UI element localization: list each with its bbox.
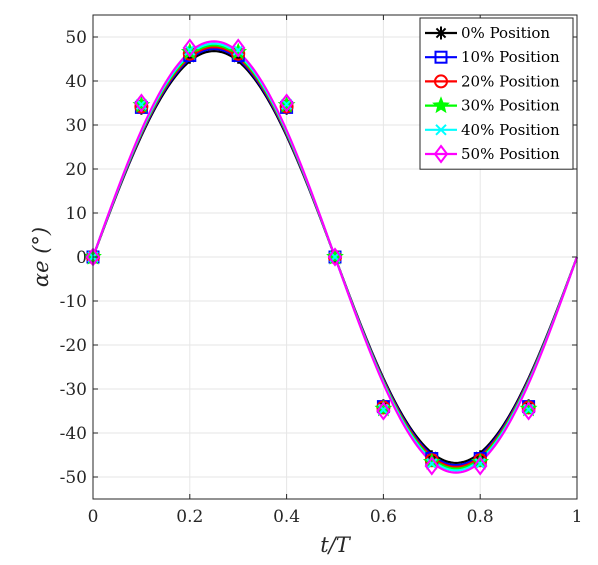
series-markers	[84, 38, 538, 476]
y-tick-label: 40	[65, 72, 87, 92]
legend-item: 30% Position	[425, 96, 560, 115]
data-point-marker	[376, 401, 391, 421]
x-tick-label: 1	[572, 507, 583, 527]
data-point-marker	[182, 38, 198, 58]
y-tick-label: 30	[65, 116, 87, 136]
y-tick-label: -50	[60, 468, 87, 488]
legend-item: 0% Position	[425, 24, 550, 42]
legend-marker	[434, 74, 448, 89]
y-tick-label: -30	[60, 380, 87, 400]
data-point-marker	[279, 93, 294, 113]
data-point-marker	[426, 458, 438, 470]
axis-ticks	[92, 15, 578, 499]
x-tick-label: 0	[88, 507, 99, 527]
tick-labels: 0 0.2 0.4 0.6 0.8 1 -50 -40 -30 -20 -10 0 10 20 30 40 50	[60, 28, 583, 527]
data-point-marker	[521, 401, 536, 421]
legend-label: 10% Position	[461, 48, 560, 66]
data-point-marker	[184, 44, 196, 56]
legend-marker	[434, 26, 448, 40]
y-tick-label: 0	[76, 248, 87, 268]
axis-titles: t/T αe (°)	[29, 227, 352, 557]
data-point-marker	[422, 452, 441, 470]
y-tick-label: 20	[65, 160, 87, 180]
legend-label: 50% Position	[461, 145, 560, 163]
data-point-marker	[232, 44, 244, 56]
data-point-marker	[327, 247, 343, 267]
x-tick-label: 0.6	[370, 507, 397, 527]
legend-marker	[434, 50, 448, 64]
x-tick-label: 0.8	[467, 507, 494, 527]
x-tick-label: 0.2	[176, 507, 203, 527]
legend-marker	[432, 96, 450, 114]
legend-item: 10% Position	[425, 48, 560, 66]
legend-label: 40% Position	[461, 121, 560, 139]
data-point-marker	[474, 458, 486, 470]
legend-marker	[435, 124, 447, 136]
legend-marker	[433, 144, 449, 164]
data-point-marker	[424, 456, 440, 476]
data-point-marker	[471, 452, 490, 470]
legend-item: 50% Position	[425, 144, 560, 164]
series-markers-5	[85, 38, 536, 476]
x-tick-label: 0.4	[273, 507, 300, 527]
legend-label: 0% Position	[461, 24, 550, 42]
y-tick-label: -20	[60, 336, 87, 356]
x-axis-label: t/T	[320, 533, 352, 557]
y-tick-label: 10	[65, 204, 87, 224]
y-axis-label: αe (°)	[29, 227, 53, 287]
data-point-marker	[374, 399, 393, 417]
y-tick-label: -40	[60, 424, 87, 444]
y-tick-label: -10	[60, 292, 87, 312]
legend-item: 40% Position	[425, 121, 560, 139]
legend-label: 30% Position	[461, 97, 560, 115]
data-point-marker	[230, 38, 246, 58]
legend-label: 20% Position	[461, 72, 560, 90]
legend-item: 20% Position	[425, 72, 560, 90]
y-tick-label: 50	[65, 28, 87, 48]
data-point-marker	[472, 456, 488, 476]
legend: 0% Position 10% Position 20% Position 30% P…	[419, 17, 574, 170]
legend-box	[419, 17, 574, 170]
data-point-marker	[519, 399, 538, 417]
data-point-marker	[134, 93, 149, 113]
